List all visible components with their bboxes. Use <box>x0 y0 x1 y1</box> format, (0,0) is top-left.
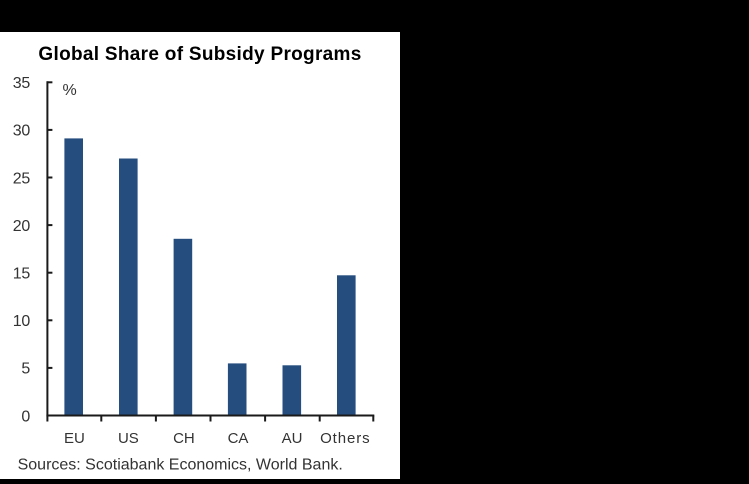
svg-text:US: US <box>118 430 139 447</box>
svg-text:AU: AU <box>282 430 303 447</box>
svg-text:5: 5 <box>21 361 30 378</box>
svg-text:Sources: Scotiabank Economics,: Sources: Scotiabank Economics, World Ban… <box>18 456 343 473</box>
svg-text:25: 25 <box>13 170 31 187</box>
svg-text:CA: CA <box>228 430 249 447</box>
svg-text:CH: CH <box>173 430 195 447</box>
svg-text:%: % <box>63 82 77 99</box>
svg-text:10: 10 <box>13 313 31 330</box>
svg-text:35: 35 <box>13 75 31 92</box>
svg-text:15: 15 <box>13 266 31 283</box>
svg-text:EU: EU <box>64 430 85 447</box>
svg-text:Global Share of Subsidy Progra: Global Share of Subsidy Programs <box>38 44 361 65</box>
svg-text:0: 0 <box>21 408 30 425</box>
svg-text:30: 30 <box>13 123 31 140</box>
svg-text:20: 20 <box>13 218 31 235</box>
svg-text:Others: Others <box>320 430 370 447</box>
